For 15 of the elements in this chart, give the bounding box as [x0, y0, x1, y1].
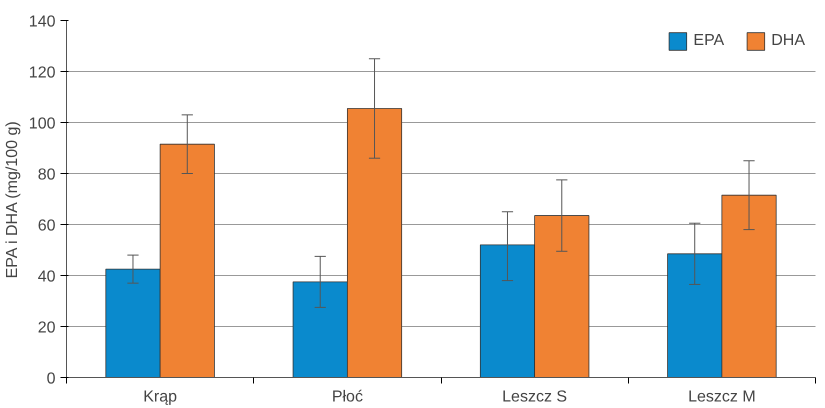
x-tick-label: Leszcz S	[502, 388, 568, 406]
legend-label: EPA	[693, 32, 724, 50]
y-tick-label: 60	[38, 218, 56, 234]
y-tick-label: 0	[46, 370, 56, 388]
y-tick-label: 80	[38, 166, 56, 184]
y-tick-label: 40	[38, 268, 56, 286]
y-tick-label: 140	[28, 14, 56, 30]
y-tick-label: 100	[28, 116, 56, 132]
y-tick-label: 120	[28, 64, 56, 82]
x-tick-label: Leszcz M	[688, 388, 756, 406]
y-axis-title: EPA i DHA (mg/100 g)	[4, 121, 21, 278]
x-tick-label: Krąp	[143, 388, 178, 406]
x-tick-label: Płoć	[332, 388, 363, 406]
y-tick-label: 20	[38, 320, 56, 336]
legend-label: DHA	[771, 32, 805, 50]
